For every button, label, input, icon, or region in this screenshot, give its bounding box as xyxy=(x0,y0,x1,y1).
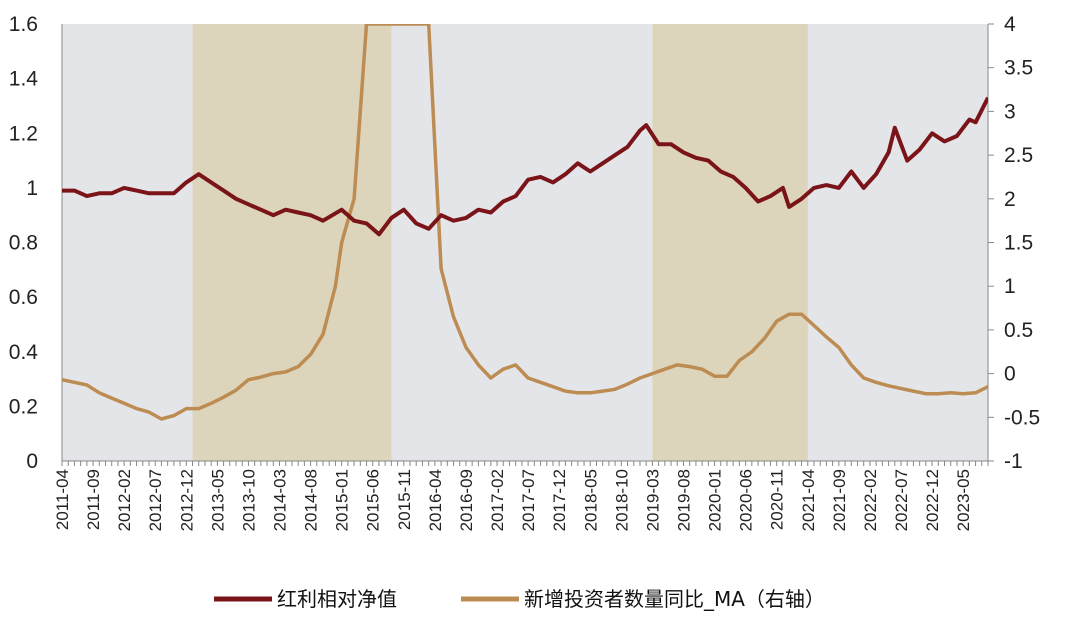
y-right-tick-label: 2.5 xyxy=(1004,144,1033,167)
x-tick-label: 2016-04 xyxy=(426,469,445,531)
x-tick-label: 2012-02 xyxy=(115,469,134,531)
y-right-tick-label: -0.5 xyxy=(1004,406,1040,429)
x-tick-label: 2014-03 xyxy=(271,469,290,531)
x-axis: 2011-04 2011-09 2012-02 2012-07 2012-12 2013-… xyxy=(53,461,989,531)
y-right-tick-label: 4 xyxy=(1004,13,1016,36)
y-right-tick-label: 3 xyxy=(1004,100,1016,123)
x-tick-label: 2017-12 xyxy=(550,469,569,531)
y-left-tick-label: 1.4 xyxy=(9,68,39,91)
x-tick-label: 2013-05 xyxy=(208,469,227,531)
legend-item-series-1: 红利相对净值 xyxy=(214,587,397,611)
x-tick-label: 2022-07 xyxy=(892,469,911,531)
legend-item-series-2: 新增投资者数量同比_MA（右轴） xyxy=(461,587,825,611)
y-left-tick-label: 1 xyxy=(26,177,38,200)
x-tick-label: 2018-05 xyxy=(581,469,600,531)
y-left-tick-label: 0.4 xyxy=(9,341,39,364)
y-right-tick-label: 0 xyxy=(1004,363,1016,386)
x-tick-label: 2020-01 xyxy=(706,469,725,531)
x-tick-label: 2020-06 xyxy=(737,469,756,531)
x-tick-label: 2019-08 xyxy=(674,469,693,531)
x-tick-label: 2015-06 xyxy=(364,469,383,531)
x-tick-label: 2022-12 xyxy=(923,469,942,531)
x-tick-label: 2012-07 xyxy=(146,469,165,531)
series-lines xyxy=(62,24,988,421)
series-line-1 xyxy=(62,96,988,237)
y-left-tick-label: 0.2 xyxy=(9,395,38,418)
series-line-2 xyxy=(62,24,988,421)
x-tick-label: 2011-04 xyxy=(53,469,72,530)
y-left-tick-label: 1.2 xyxy=(9,122,38,145)
legend-label-series-1: 红利相对净值 xyxy=(277,587,397,611)
y-left-tick-label: 0.8 xyxy=(9,232,38,255)
y-left-tick-label: 0.6 xyxy=(9,286,38,309)
legend-label-series-2: 新增投资者数量同比_MA（右轴） xyxy=(524,587,825,611)
x-tick-label: 2013-10 xyxy=(239,469,258,531)
x-tick-label: 2021-04 xyxy=(799,469,818,531)
x-tick-label: 2022-02 xyxy=(861,469,880,531)
x-tick-label: 2015-01 xyxy=(333,469,352,531)
shaded-period-2 xyxy=(652,24,808,461)
x-tick-label: 2021-09 xyxy=(830,469,849,531)
y-right-tick-label: 1.5 xyxy=(1004,232,1033,255)
y-right-tick-label: 2 xyxy=(1004,188,1016,211)
y-right-tick-label: -1 xyxy=(1004,450,1023,473)
x-tick-label: 2020-11 xyxy=(768,469,787,530)
y-left-tick-label: 0 xyxy=(26,450,38,473)
x-tick-label: 2019-03 xyxy=(643,469,662,531)
shaded-periods xyxy=(192,24,808,461)
shaded-period-1 xyxy=(192,24,392,461)
x-tick-label: 2011-09 xyxy=(84,469,103,530)
y-axis-right: -1 -0.5 0 0.5 1 1.5 2 2.5 3 3.5 4 xyxy=(988,13,1040,473)
y-right-tick-label: 1 xyxy=(1004,275,1016,298)
x-tick-label: 2017-07 xyxy=(519,469,538,531)
y-right-tick-label: 0.5 xyxy=(1004,319,1033,342)
x-tick-label: 2017-02 xyxy=(488,469,507,531)
x-tick-label: 2012-12 xyxy=(177,469,196,531)
x-tick-label: 2016-09 xyxy=(457,469,476,531)
y-axis-left: 0 0.2 0.4 0.6 0.8 1 1.2 1.4 1.6 xyxy=(9,13,39,473)
legend: 红利相对净值 新增投资者数量同比_MA（右轴） xyxy=(214,587,825,611)
x-tick-label: 2018-10 xyxy=(612,469,631,531)
x-tick-label: 2015-11 xyxy=(395,469,414,530)
y-right-tick-label: 3.5 xyxy=(1004,57,1033,80)
x-tick-label: 2014-08 xyxy=(302,469,321,531)
x-tick-label: 2023-05 xyxy=(954,469,973,531)
y-left-tick-label: 1.6 xyxy=(9,13,38,36)
